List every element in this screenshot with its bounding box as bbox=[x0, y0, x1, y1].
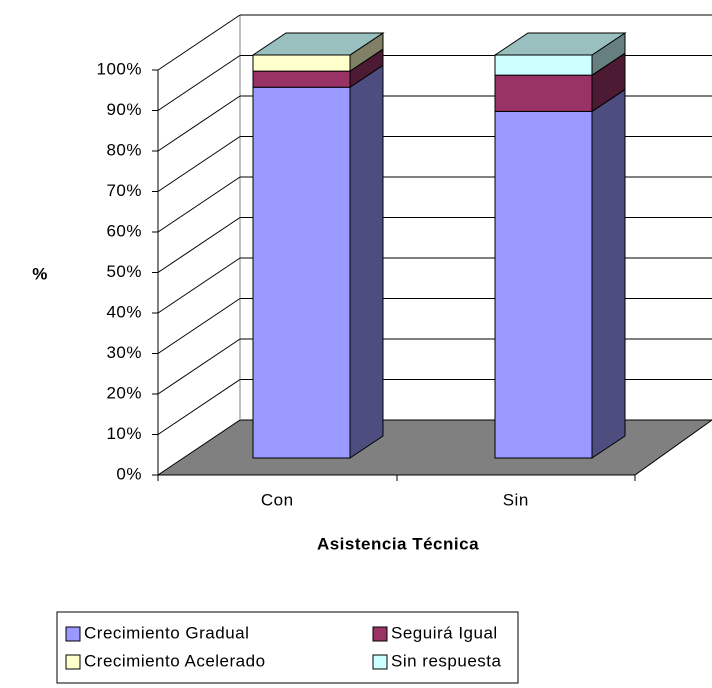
legend-swatch bbox=[372, 626, 388, 642]
grid-line bbox=[157, 176, 241, 233]
y-tick-label: 50% bbox=[106, 262, 142, 281]
grid-line bbox=[157, 379, 241, 435]
grid-line bbox=[157, 14, 241, 71]
y-tick-label: 70% bbox=[106, 181, 142, 200]
legend-swatch bbox=[65, 654, 81, 670]
grid-line bbox=[157, 257, 241, 314]
y-tick-label: 90% bbox=[106, 100, 142, 119]
grid-line bbox=[157, 55, 241, 111]
bar-top bbox=[493, 32, 627, 56]
bar bbox=[494, 54, 593, 76]
y-tick-label: 100% bbox=[97, 59, 142, 78]
legend-label: Sin respuesta bbox=[391, 651, 501, 670]
y-tick-label: 20% bbox=[106, 383, 142, 402]
grid-line bbox=[157, 95, 241, 152]
grid-line bbox=[157, 136, 241, 192]
y-tick-label: 80% bbox=[106, 140, 142, 159]
legend-label: Crecimiento Acelerado bbox=[84, 651, 266, 670]
grid-line bbox=[157, 298, 241, 354]
bar-top bbox=[251, 32, 385, 56]
legend bbox=[56, 611, 519, 684]
y-tick-label: 30% bbox=[106, 343, 142, 362]
y-tick-label: 10% bbox=[106, 424, 142, 443]
bar bbox=[494, 110, 593, 459]
bar bbox=[252, 86, 351, 459]
y-tick-label: 0% bbox=[116, 464, 142, 483]
y-axis-title: % bbox=[32, 264, 48, 283]
bar-side bbox=[591, 88, 626, 459]
bar bbox=[252, 70, 351, 88]
bar bbox=[494, 74, 593, 112]
legend-label: Seguirá Igual bbox=[391, 623, 498, 642]
bar bbox=[252, 54, 351, 72]
legend-swatch bbox=[372, 654, 388, 670]
y-tick-label: 40% bbox=[106, 302, 142, 321]
grid-line bbox=[157, 217, 241, 273]
x-tick-label: Con bbox=[261, 490, 294, 509]
x-axis-title: Asistencia Técnica bbox=[317, 534, 479, 553]
floor bbox=[156, 419, 712, 476]
legend-swatch bbox=[65, 626, 81, 642]
grid-line bbox=[157, 338, 241, 395]
legend-label: Crecimiento Gradual bbox=[84, 623, 249, 642]
bar-side bbox=[349, 64, 384, 459]
y-tick-label: 60% bbox=[106, 221, 142, 240]
x-tick-label: Sin bbox=[503, 490, 529, 509]
